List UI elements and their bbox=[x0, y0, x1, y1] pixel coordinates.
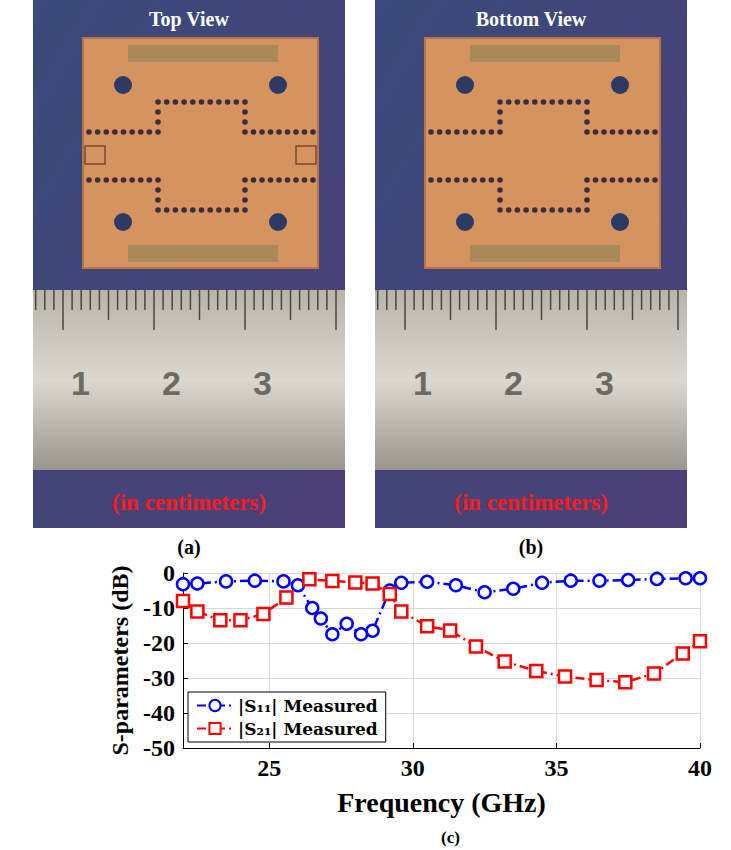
svg-text:Frequency (GHz): Frequency (GHz) bbox=[337, 787, 546, 818]
svg-text:30: 30 bbox=[401, 755, 425, 781]
svg-text:-10: -10 bbox=[143, 595, 175, 621]
svg-text:Bottom View: Bottom View bbox=[476, 8, 587, 30]
html-text:(b): (b) bbox=[518, 536, 544, 558]
html-text:(a): (a) bbox=[177, 536, 201, 558]
svg-text:Top View: Top View bbox=[149, 8, 229, 31]
svg-text:25: 25 bbox=[257, 755, 281, 781]
svg-text:(c): (c) bbox=[441, 828, 460, 847]
svg-text:(in centimeters): (in centimeters) bbox=[112, 490, 266, 515]
svg-text:|S₂₁| Measured: |S₂₁| Measured bbox=[238, 719, 378, 739]
svg-text:-30: -30 bbox=[143, 665, 175, 691]
svg-text:40: 40 bbox=[688, 755, 712, 781]
svg-text:S-parameters (dB): S-parameters (dB) bbox=[107, 566, 133, 756]
svg-text:|S₁₁| Measured: |S₁₁| Measured bbox=[238, 696, 378, 716]
svg-text:-20: -20 bbox=[143, 630, 175, 656]
svg-text:(in centimeters): (in centimeters) bbox=[454, 490, 608, 515]
svg-text:3: 3 bbox=[253, 364, 272, 402]
svg-text:1: 1 bbox=[71, 364, 90, 402]
svg-text:0: 0 bbox=[163, 560, 175, 586]
svg-text:35: 35 bbox=[544, 755, 568, 781]
svg-text:-50: -50 bbox=[143, 735, 175, 761]
svg-text:2: 2 bbox=[162, 364, 181, 402]
svg-text:-40: -40 bbox=[143, 700, 175, 726]
svg-text:1: 1 bbox=[413, 364, 432, 402]
svg-text:2: 2 bbox=[504, 364, 523, 402]
svg-text:3: 3 bbox=[595, 364, 614, 402]
